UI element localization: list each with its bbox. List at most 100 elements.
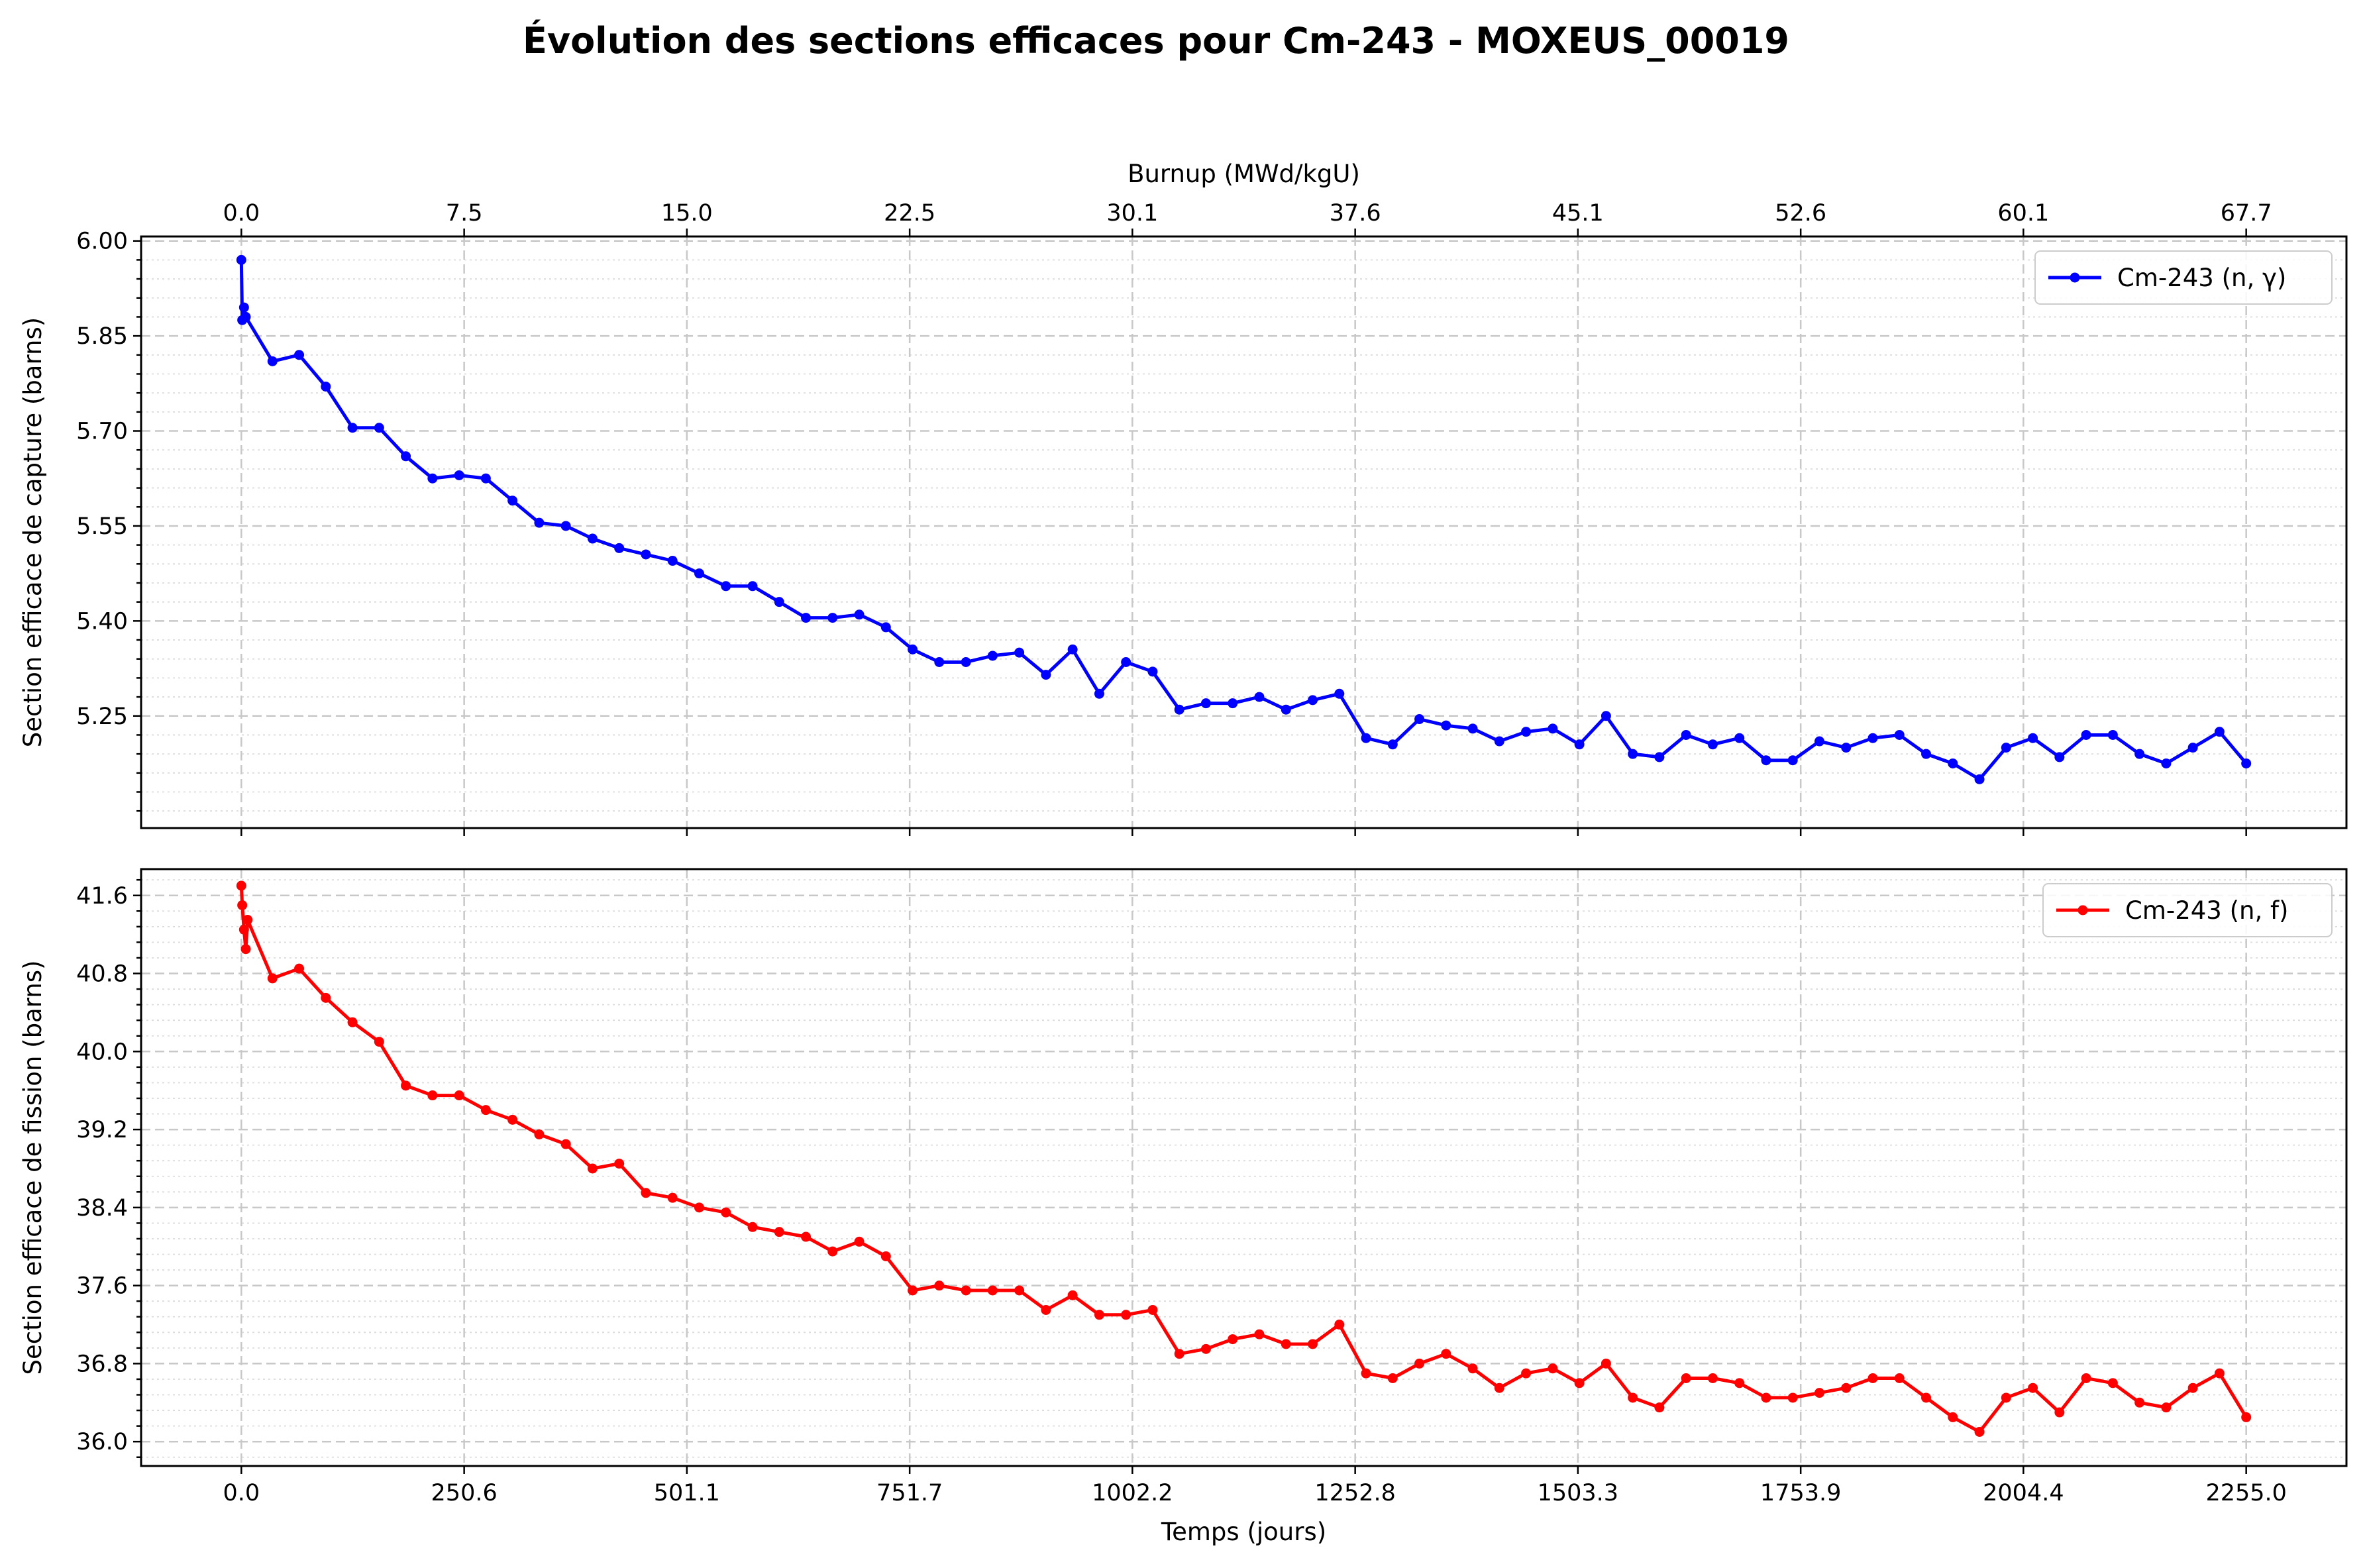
data-point [1254,1329,1265,1339]
data-point [1841,1383,1852,1393]
data-point [961,657,971,668]
data-point [236,254,246,265]
data-point [534,1129,545,1139]
data-point [1174,1349,1184,1359]
data-point [1681,729,1691,740]
y-tick-label: 5.25 [76,704,128,730]
data-point [827,1246,838,1257]
data-point [1654,1402,1665,1413]
data-point [1361,1368,1371,1379]
data-point [1628,1392,1638,1403]
data-point [1441,720,1451,731]
data-point [1387,1373,1398,1383]
legend [2042,883,2333,937]
top-x-tick-label: 22.5 [884,200,935,227]
data-point [1841,743,1852,753]
y-tick-label: 5.55 [76,513,128,540]
data-point [1014,1285,1025,1296]
y-tick-label: 5.85 [76,323,128,350]
data-point [427,473,438,484]
data-point [1707,739,1718,750]
data-point [1014,647,1025,658]
y-tick-label: 40.8 [76,961,128,988]
data-point [1094,1310,1104,1320]
data-point [1494,736,1504,747]
data-point [1867,733,1878,743]
data-point [2214,727,2225,737]
y-tick-label: 37.6 [76,1273,128,1300]
data-point [880,1251,891,1261]
data-point [934,657,945,668]
data-point [1761,755,1771,766]
top-x-tick-label: 45.1 [1552,200,1604,227]
figure-title: Évolution des sections efficaces pour Cm… [523,20,1789,62]
data-point [2161,1402,2172,1413]
data-point [1041,670,1051,680]
capture-cross-section-panel: 5.25 5.40 5.55 5.70 5.85 6.00 0.0 7.5 15.0 22.5 30… [19,160,2348,836]
data-point [2081,1373,2091,1383]
y-tick-label: 39.2 [76,1117,128,1143]
data-point [801,613,812,623]
data-point [1734,1378,1745,1388]
data-point [1601,711,1611,721]
data-point [347,423,358,433]
top-x-tick-label: 7.5 [446,200,483,227]
data-point [1147,1304,1158,1315]
data-point [1308,695,1318,706]
data-point [908,644,918,654]
top-x-axis-label: Burnup (MWd/kgU) [1128,160,1360,188]
data-point [2241,1412,2252,1422]
data-point [801,1231,812,1242]
data-point [454,470,464,480]
data-point [1494,1383,1504,1393]
data-point [667,556,678,566]
data-point [1147,666,1158,677]
data-point [507,496,518,506]
data-point [1521,727,1532,737]
data-point [2001,743,2011,753]
data-point [347,1017,358,1027]
legend [2034,250,2333,305]
data-point [1094,688,1104,699]
y-tick-label: 5.40 [76,608,128,635]
data-point [1228,698,1238,709]
data-point [1974,1426,1985,1437]
data-point [1574,739,1585,750]
data-point [507,1114,518,1125]
data-point [1601,1358,1611,1369]
data-point [774,1227,784,1237]
data-point [1441,1349,1451,1359]
data-point [1948,758,1958,768]
data-point [2001,1392,2011,1403]
data-point [2241,758,2252,768]
data-point [1867,1373,1878,1383]
data-point [1387,739,1398,750]
data-point [294,350,305,360]
x-tick-label: 2255.0 [2205,1480,2286,1506]
data-point [614,1159,625,1169]
data-point [1921,749,1932,759]
data-point [480,1105,491,1116]
x-tick-label: 250.6 [431,1480,498,1506]
data-point [908,1285,918,1296]
data-point [827,613,838,623]
data-point [1948,1412,1958,1422]
data-point [2107,729,2118,740]
data-point [236,880,246,891]
data-point [880,622,891,633]
data-point [2107,1378,2118,1388]
data-point [560,521,571,531]
data-point [641,549,651,560]
data-point [1041,1304,1051,1315]
data-point [1921,1392,1932,1403]
y-tick-label: 36.8 [76,1351,128,1377]
data-point [1707,1373,1718,1383]
y-tick-label: 38.4 [76,1195,128,1222]
x-tick-label: 501.1 [654,1480,720,1506]
plot-frame [140,235,2348,829]
data-point [2134,1397,2145,1408]
legend-swatch-marker [2070,272,2080,283]
data-point [534,517,545,528]
data-point [454,1090,464,1101]
data-point [641,1188,651,1198]
